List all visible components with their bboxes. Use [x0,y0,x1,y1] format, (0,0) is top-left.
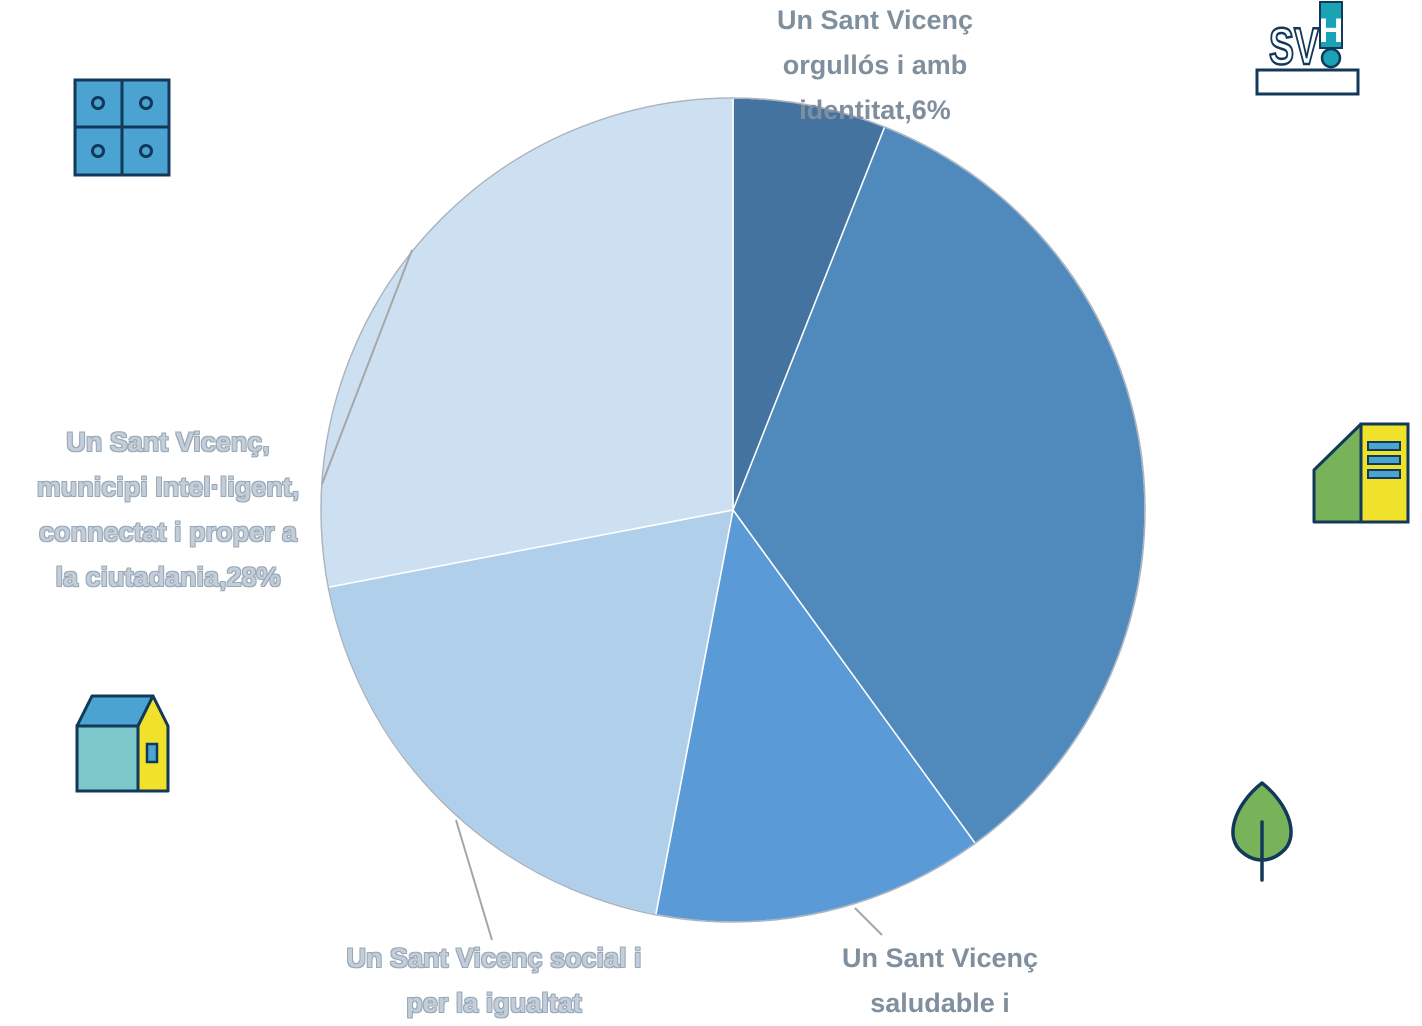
leader-line-left [321,249,413,485]
data-label-saludable: Un Sant Vicenç saludable i [800,936,1080,1026]
building-icon [1312,422,1410,524]
data-label-line: orgullós i amb [782,50,968,80]
svh-logo-sv: SV [1269,18,1319,76]
data-label-line: Un Sant Vicenç [841,943,1039,973]
data-label-line: identitat,6% [799,95,951,125]
grid-window-icon [73,78,171,177]
svh-logo: SV H [1255,1,1360,96]
data-label-line: la ciutadania,28% [55,562,281,592]
pie-slice-4 [320,97,734,589]
data-label-line: Un Sant Vicenç social i [346,943,642,973]
pie-outline [320,97,1146,923]
leader-line-bottom-right [854,907,883,936]
data-label-line: connectat i proper a [38,517,298,547]
leader-line-bottom-left [455,819,493,941]
house-icon [75,694,170,793]
data-label-line: municipi Intel·ligent, [36,472,300,502]
data-label-intelligent: Un Sant Vicenç, municipi Intel·ligent, c… [8,420,328,600]
svh-logo-h: H [1319,12,1344,50]
data-label-line: saludable i [870,988,1010,1018]
data-label-orgullos: Un Sant Vicenç orgullós i amb identitat,… [730,0,1020,133]
data-label-social: Un Sant Vicenç social i per la igualtat [314,936,674,1026]
data-label-line: Un Sant Vicenç [776,5,974,35]
leaf-icon [1231,781,1293,882]
data-label-line: per la igualtat [406,988,582,1018]
data-label-line: Un Sant Vicenç, [66,427,270,457]
